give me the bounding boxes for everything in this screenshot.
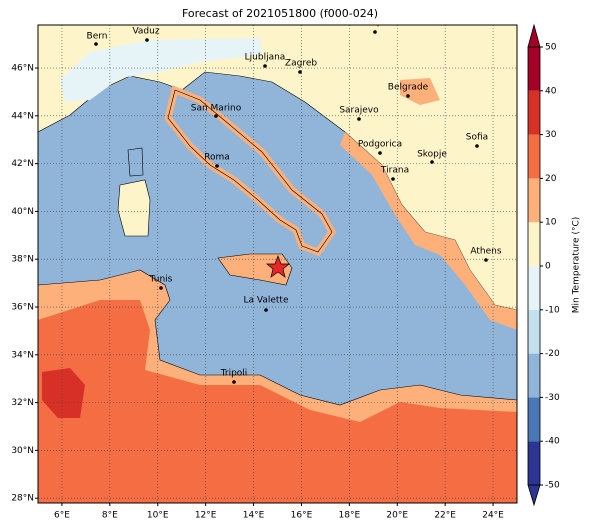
title: Forecast of 2021051800 (f000-024) xyxy=(182,7,378,20)
y-tick-label: 32°N xyxy=(11,398,34,408)
warm-patch xyxy=(400,78,440,105)
city-dot xyxy=(475,144,479,148)
colorbar-segment xyxy=(528,441,540,485)
city-label: Belgrade xyxy=(388,83,429,93)
cities: Bern Vaduz Budapest Ljubljana Zagreb Bel… xyxy=(87,18,502,384)
map-area: Bern Vaduz Budapest Ljubljana Zagreb Bel… xyxy=(38,18,517,503)
y-tick-label: 40°N xyxy=(11,207,34,217)
city-dot xyxy=(263,64,267,68)
colorbar-segment xyxy=(528,178,540,223)
y-tick-label: 28°N xyxy=(11,494,34,504)
city-dot xyxy=(357,117,361,121)
colorbar-tick-label: -40 xyxy=(545,437,560,447)
colorbar-segment xyxy=(528,134,540,179)
colorbar-segment xyxy=(528,222,540,266)
city-label: Tunis xyxy=(149,275,173,285)
x-tick-label: 6°E xyxy=(54,511,70,521)
city-dot xyxy=(214,114,218,118)
africa-interior xyxy=(38,300,517,503)
city-dot xyxy=(264,308,268,312)
city-label: Sarajevo xyxy=(339,106,379,116)
colorbar-segment xyxy=(528,309,540,354)
y-tick-label: 36°N xyxy=(11,303,34,313)
city-dot xyxy=(145,38,149,42)
colorbar-tick-label: 30 xyxy=(545,130,557,140)
y-tick-label: 38°N xyxy=(11,255,34,265)
colorbar-extend xyxy=(527,23,541,48)
city-dot xyxy=(391,177,395,181)
city-label: Zagreb xyxy=(285,59,317,69)
city-dot xyxy=(94,42,98,46)
corsica xyxy=(127,147,144,177)
colorbar-segment xyxy=(528,353,540,398)
city-dot xyxy=(215,164,219,168)
x-tick-label: 18°E xyxy=(339,511,361,521)
city-dot xyxy=(373,30,377,34)
city-label: Sofia xyxy=(466,133,488,143)
city-dot xyxy=(232,380,236,384)
y-tick-label: 42°N xyxy=(11,159,34,169)
colorbar-tick-label: 50 xyxy=(545,43,557,53)
balkan-coast xyxy=(340,132,517,330)
colorbar-tick-label: -10 xyxy=(545,305,560,315)
sardinia xyxy=(117,179,151,237)
x-tick-label: 20°E xyxy=(386,511,408,521)
x-tick-label: 12°E xyxy=(195,511,217,521)
city-dot xyxy=(430,160,434,164)
x-tick-label: 24°E xyxy=(482,511,504,521)
x-tick-label: 8°E xyxy=(102,511,118,521)
y-tick-label: 46°N xyxy=(11,64,34,74)
city-label: Tirana xyxy=(380,166,409,176)
colorbar-tick-label: 20 xyxy=(545,174,557,184)
city-dot xyxy=(378,151,382,155)
colorbar-tick-label: 0 xyxy=(545,262,551,272)
colorbar-tick-label: -50 xyxy=(545,481,560,491)
colorbar-extend xyxy=(527,484,541,507)
colorbar-label: Min Temperature (°C) xyxy=(572,217,582,314)
x-tick-label: 10°E xyxy=(147,511,169,521)
alps-cold xyxy=(60,38,262,102)
colorbar-tick-label: 40 xyxy=(545,86,557,96)
x-tick-label: 16°E xyxy=(291,511,313,521)
star-marker xyxy=(266,255,290,278)
city-dot xyxy=(298,70,302,74)
map-frame xyxy=(37,24,518,504)
y-tick-label: 30°N xyxy=(11,446,34,456)
y-tick-label: 44°N xyxy=(11,111,34,121)
city-label: San Marino xyxy=(191,104,242,114)
colorbar-tick-label: 10 xyxy=(545,218,557,228)
colorbar-segment xyxy=(528,90,540,135)
colorbar-tick-label: -20 xyxy=(545,349,560,359)
city-label: Ljubljana xyxy=(245,53,286,63)
city-label: Vaduz xyxy=(132,27,159,37)
y-tick-label: 34°N xyxy=(11,350,34,360)
city-label: Roma xyxy=(204,153,230,163)
city-label: Skopje xyxy=(417,150,447,160)
city-label: Tripoli xyxy=(220,369,248,379)
city-label: Budapest xyxy=(354,18,397,28)
x-tick-label: 22°E xyxy=(434,511,456,521)
city-dot xyxy=(484,258,488,262)
colorbar-segment xyxy=(528,47,540,91)
colorbar-segment xyxy=(528,397,540,442)
city-label: Podgorica xyxy=(358,140,402,150)
sicily xyxy=(217,253,293,286)
city-label: La Valette xyxy=(244,296,289,306)
colorbar-tick-label: -30 xyxy=(545,393,560,403)
x-tick-label: 14°E xyxy=(243,511,265,521)
italy-coast xyxy=(167,89,333,253)
city-dot xyxy=(159,286,163,290)
city-dot xyxy=(406,94,410,98)
hot-patch xyxy=(42,368,85,418)
city-label: Bern xyxy=(87,32,108,42)
colorbar-segment xyxy=(528,266,540,310)
city-label: Athens xyxy=(470,247,501,257)
